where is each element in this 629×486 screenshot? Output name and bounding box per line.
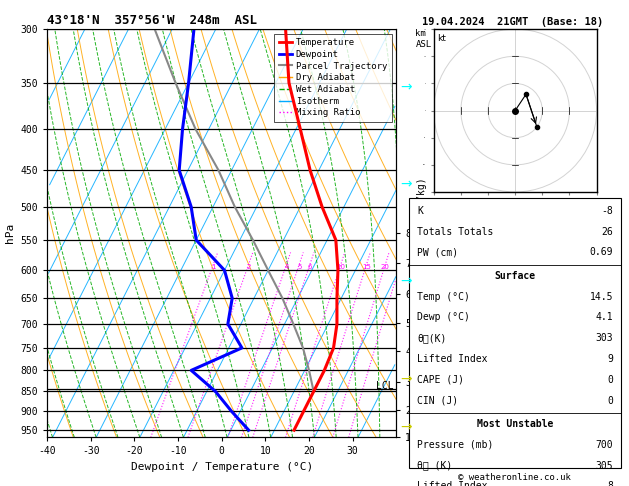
Text: 1: 1	[211, 264, 216, 270]
Text: K: K	[418, 206, 423, 216]
Text: 5: 5	[297, 264, 301, 270]
Text: Lifted Index: Lifted Index	[418, 354, 488, 364]
Text: Most Unstable: Most Unstable	[477, 419, 554, 429]
Text: km
ASL: km ASL	[416, 29, 431, 49]
Text: 26: 26	[601, 226, 613, 237]
Text: →: →	[400, 275, 411, 289]
Text: Pressure (mb): Pressure (mb)	[418, 440, 494, 450]
Text: θᴇ (K): θᴇ (K)	[418, 461, 453, 470]
Text: 14.5: 14.5	[589, 292, 613, 302]
Text: 9: 9	[607, 354, 613, 364]
Text: 0: 0	[607, 396, 613, 405]
Text: →: →	[400, 178, 411, 191]
Text: Temp (°C): Temp (°C)	[418, 292, 470, 302]
Text: Totals Totals: Totals Totals	[418, 226, 494, 237]
Text: kt: kt	[437, 34, 446, 43]
X-axis label: Dewpoint / Temperature (°C): Dewpoint / Temperature (°C)	[131, 462, 313, 472]
Text: 6: 6	[308, 264, 312, 270]
Text: 15: 15	[362, 264, 371, 270]
Text: PW (cm): PW (cm)	[418, 247, 459, 258]
Text: θᴇ(K): θᴇ(K)	[418, 333, 447, 343]
Text: 43°18'N  357°56'W  248m  ASL: 43°18'N 357°56'W 248m ASL	[47, 14, 257, 27]
Text: →: →	[400, 372, 411, 386]
Text: © weatheronline.co.uk: © weatheronline.co.uk	[458, 473, 571, 482]
Legend: Temperature, Dewpoint, Parcel Trajectory, Dry Adiabat, Wet Adiabat, Isotherm, Mi: Temperature, Dewpoint, Parcel Trajectory…	[274, 34, 392, 122]
Text: 305: 305	[595, 461, 613, 470]
Text: →: →	[400, 81, 411, 94]
Text: 0.69: 0.69	[589, 247, 613, 258]
Text: LCL: LCL	[377, 381, 394, 391]
Text: 8: 8	[607, 481, 613, 486]
Text: Lifted Index: Lifted Index	[418, 481, 488, 486]
Text: 4: 4	[284, 264, 289, 270]
Text: 4.1: 4.1	[595, 312, 613, 322]
Text: CIN (J): CIN (J)	[418, 396, 459, 405]
Text: 10: 10	[337, 264, 345, 270]
Text: 20: 20	[381, 264, 390, 270]
Text: 2: 2	[247, 264, 251, 270]
Y-axis label: Mixing Ratio (g/kg): Mixing Ratio (g/kg)	[417, 177, 426, 289]
Text: -8: -8	[601, 206, 613, 216]
Text: Surface: Surface	[494, 271, 536, 281]
Y-axis label: hPa: hPa	[5, 223, 15, 243]
Text: 19.04.2024  21GMT  (Base: 18): 19.04.2024 21GMT (Base: 18)	[422, 17, 603, 27]
Text: 303: 303	[595, 333, 613, 343]
Text: 700: 700	[595, 440, 613, 450]
Text: 0: 0	[607, 375, 613, 385]
Text: Dewp (°C): Dewp (°C)	[418, 312, 470, 322]
Text: CAPE (J): CAPE (J)	[418, 375, 464, 385]
Text: →: →	[400, 421, 411, 434]
